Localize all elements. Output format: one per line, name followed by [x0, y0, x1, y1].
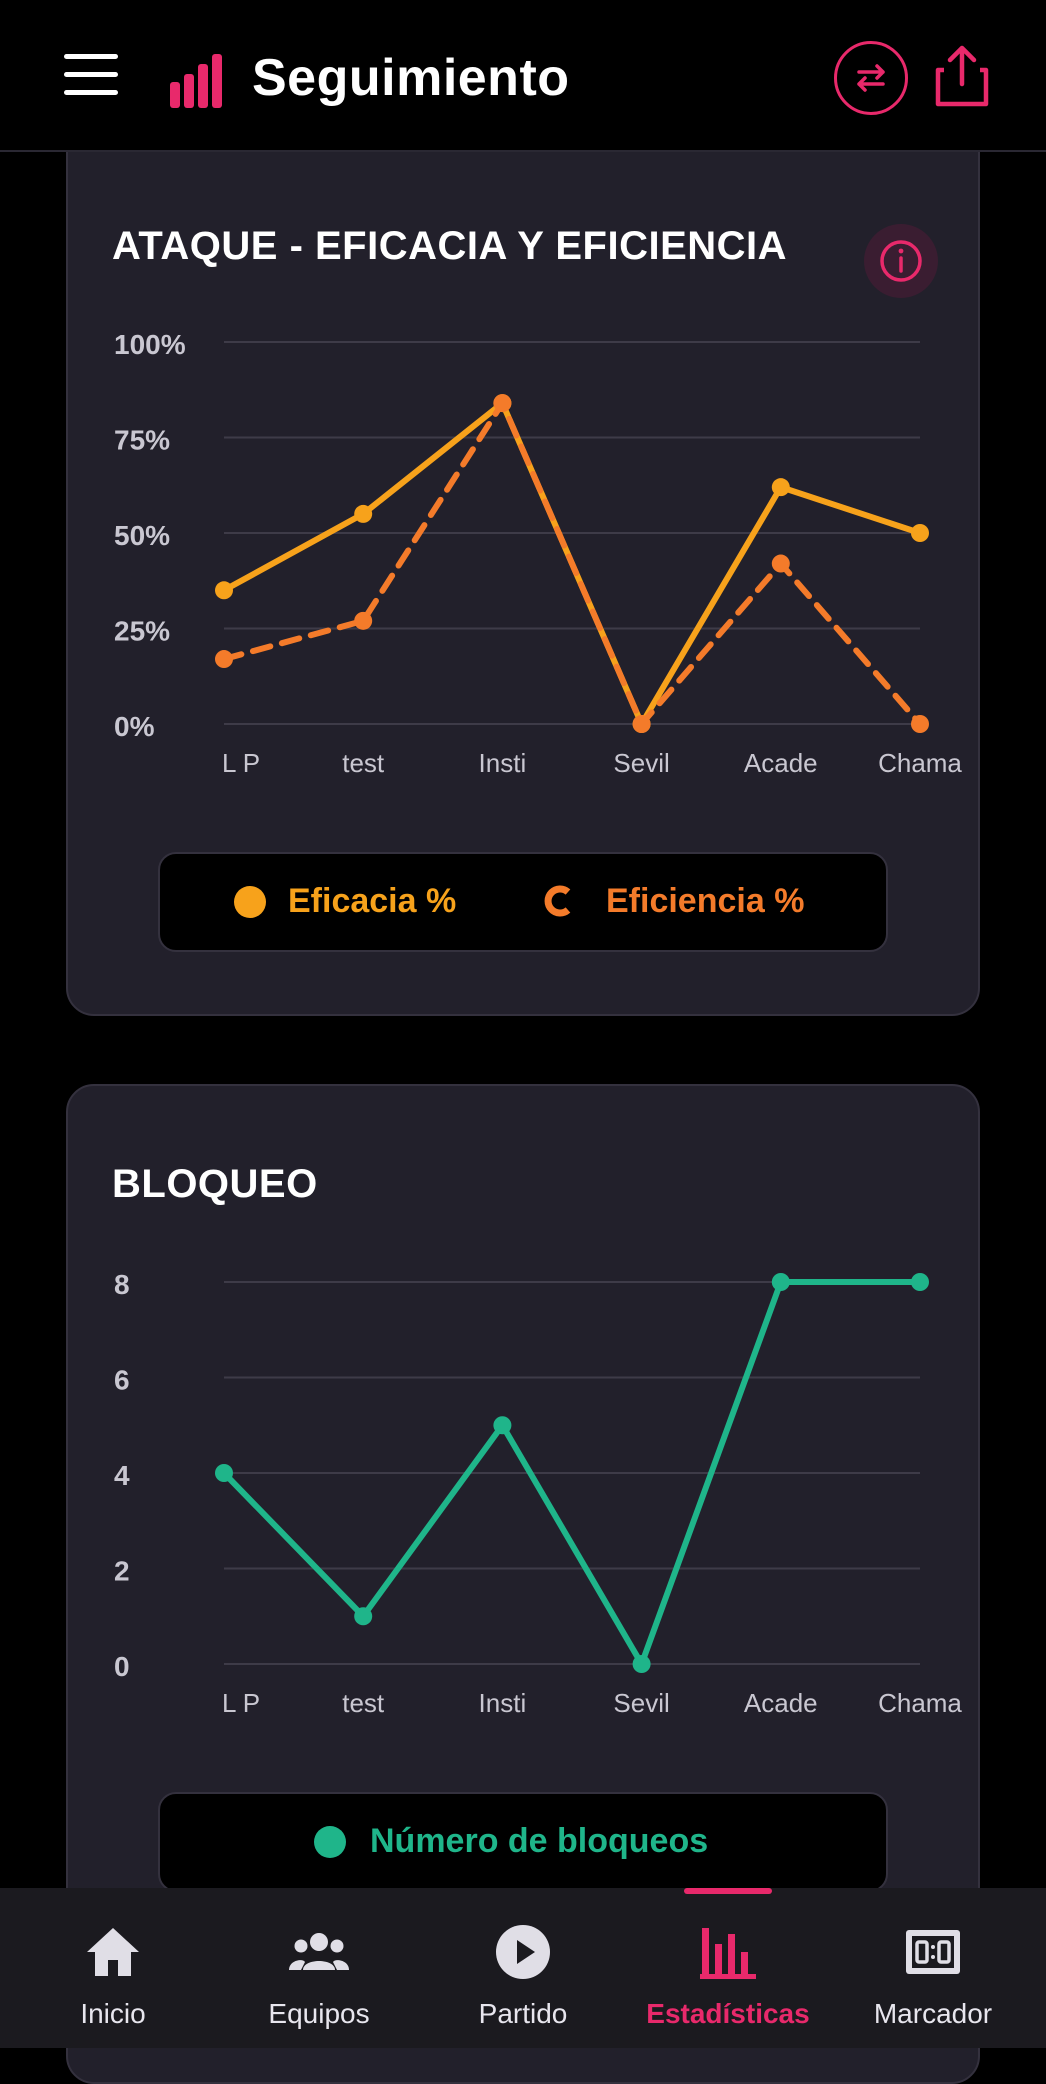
app-bar: Seguimiento	[0, 0, 1046, 152]
data-point	[911, 524, 929, 542]
data-point	[354, 504, 373, 523]
attack-chart-legend: Eficacia % Eficiencia %	[158, 852, 888, 952]
block-chart-title: BLOQUEO	[112, 1162, 318, 1206]
y-tick-label: 50%	[114, 520, 170, 551]
nav-item-inicio[interactable]: Inicio	[8, 1888, 218, 2048]
series-line-0	[221, 1279, 923, 1667]
y-tick-label: 100%	[114, 329, 186, 360]
data-point	[215, 1464, 233, 1482]
menu-icon	[64, 54, 118, 59]
data-point	[493, 394, 512, 413]
x-tick-label: Chama	[878, 1688, 962, 1718]
data-point	[771, 478, 790, 497]
data-point	[493, 1416, 512, 1435]
data-point	[215, 581, 233, 600]
y-tick-label: 25%	[114, 616, 170, 647]
x-tick-label: L P	[222, 1688, 260, 1718]
data-point	[215, 650, 233, 669]
legend-eficiencia-marker	[544, 885, 571, 917]
group-icon	[289, 1933, 349, 1970]
legend-eficacia-label[interactable]: Eficacia %	[288, 882, 457, 920]
menu-icon-line	[64, 90, 118, 95]
legend-eficacia-marker	[234, 886, 266, 918]
y-tick-label: 75%	[114, 425, 170, 456]
data-point	[354, 611, 373, 630]
nav-label-equipos: Equipos	[268, 1998, 370, 2029]
swap-arrows-icon	[857, 64, 885, 92]
nav-item-equipos[interactable]: Equipos	[214, 1888, 424, 2048]
info-icon	[880, 240, 922, 282]
nav-item-estadisticas[interactable]: Estadísticas	[623, 1888, 833, 2048]
x-tick-label: Sevil	[613, 748, 669, 778]
x-tick-label: test	[342, 748, 385, 778]
y-tick-label: 0%	[114, 711, 155, 742]
nav-item-marcador[interactable]: Marcador	[828, 1888, 1038, 2048]
y-tick-label: 8	[114, 1269, 130, 1300]
legend-bloqueos-marker	[314, 1826, 346, 1858]
data-point	[911, 1273, 929, 1291]
x-tick-label: Insti	[479, 1688, 527, 1718]
play-circle-icon	[496, 1925, 550, 1979]
block-chart-legend: Número de bloqueos	[158, 1792, 888, 1892]
x-tick-label: Chama	[878, 748, 962, 778]
active-tab-indicator	[684, 1888, 772, 1894]
scoreboard-icon	[906, 1930, 960, 1974]
nav-label-partido: Partido	[478, 1998, 568, 2029]
home-icon	[87, 1928, 139, 1976]
nav-item-partido[interactable]: Partido	[418, 1888, 628, 2048]
nav-label-estadisticas: Estadísticas	[646, 1998, 810, 2029]
page-title: Seguimiento	[252, 49, 570, 107]
data-point	[771, 1273, 790, 1291]
info-button[interactable]	[864, 224, 938, 298]
legend-bloqueos-label[interactable]: Número de bloqueos	[370, 1822, 709, 1860]
block-line-chart: 0 2 4 6 8 L P test Insti Sevil Acade Chama	[114, 1269, 962, 1718]
y-tick-label: 4	[114, 1460, 130, 1491]
data-point	[911, 715, 929, 733]
data-point	[354, 1607, 373, 1626]
data-point	[632, 1655, 651, 1673]
bar-chart-icon	[700, 1928, 756, 1979]
y-tick-label: 6	[114, 1365, 130, 1396]
menu-icon-line	[64, 72, 118, 77]
attack-line-chart: 0% 25% 50% 75% 100% L P test Insti Sevil Acade Cha…	[114, 329, 962, 778]
bar-chart-logo-icon	[170, 54, 222, 108]
legend-eficiencia-label[interactable]: Eficiencia %	[606, 882, 805, 920]
x-tick-label: Acade	[744, 748, 818, 778]
attack-chart-title: ATAQUE - EFICACIA Y EFICIENCIA	[112, 224, 788, 268]
x-tick-label: Sevil	[613, 1688, 669, 1718]
attack-chart-card: ATAQUE - EFICACIA Y EFICIENCIA 0% 25% 50% 7…	[66, 118, 980, 1016]
data-point	[771, 554, 790, 573]
share-icon[interactable]	[934, 44, 990, 108]
swap-button[interactable]	[834, 41, 908, 115]
x-tick-label: Insti	[479, 748, 527, 778]
y-tick-label: 2	[114, 1556, 130, 1587]
x-tick-label: Acade	[744, 1688, 818, 1718]
menu-button[interactable]	[60, 52, 122, 98]
data-point	[632, 715, 651, 733]
nav-label-inicio: Inicio	[80, 1998, 146, 2029]
x-tick-label: L P	[222, 748, 260, 778]
bottom-navigation: Inicio Equipos Partido Estadísticas	[0, 1888, 1046, 2048]
nav-label-marcador: Marcador	[873, 1998, 993, 2029]
x-tick-label: test	[342, 1688, 385, 1718]
y-tick-label: 0	[114, 1651, 130, 1682]
series-line-1	[221, 400, 923, 727]
